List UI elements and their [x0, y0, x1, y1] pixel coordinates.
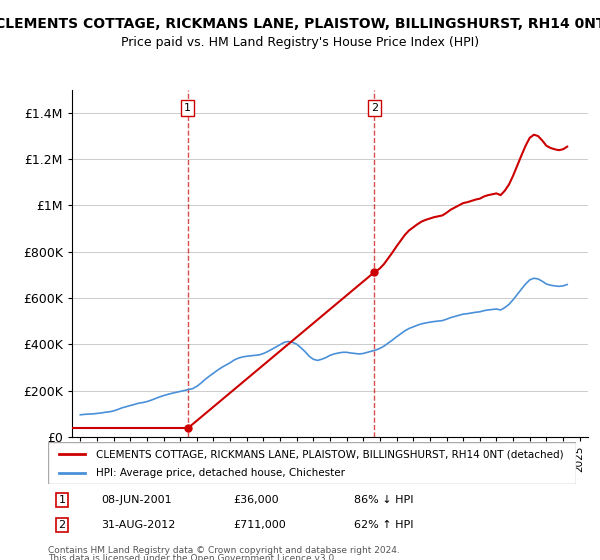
Text: Contains HM Land Registry data © Crown copyright and database right 2024.: Contains HM Land Registry data © Crown c… [48, 546, 400, 555]
Text: 2: 2 [59, 520, 65, 530]
Text: £711,000: £711,000 [233, 520, 286, 530]
Text: CLEMENTS COTTAGE, RICKMANS LANE, PLAISTOW, BILLINGSHURST, RH14 0NT: CLEMENTS COTTAGE, RICKMANS LANE, PLAISTO… [0, 17, 600, 31]
Text: Price paid vs. HM Land Registry's House Price Index (HPI): Price paid vs. HM Land Registry's House … [121, 36, 479, 49]
Text: 1: 1 [184, 103, 191, 113]
Text: 86% ↓ HPI: 86% ↓ HPI [354, 495, 414, 505]
Text: £36,000: £36,000 [233, 495, 278, 505]
Text: This data is licensed under the Open Government Licence v3.0.: This data is licensed under the Open Gov… [48, 554, 337, 560]
Text: 1: 1 [59, 495, 65, 505]
FancyBboxPatch shape [48, 442, 576, 484]
Text: HPI: Average price, detached house, Chichester: HPI: Average price, detached house, Chic… [95, 468, 344, 478]
Text: CLEMENTS COTTAGE, RICKMANS LANE, PLAISTOW, BILLINGSHURST, RH14 0NT (detached): CLEMENTS COTTAGE, RICKMANS LANE, PLAISTO… [95, 449, 563, 459]
Text: 2: 2 [371, 103, 378, 113]
Text: 62% ↑ HPI: 62% ↑ HPI [354, 520, 414, 530]
Text: 08-JUN-2001: 08-JUN-2001 [101, 495, 172, 505]
Text: 31-AUG-2012: 31-AUG-2012 [101, 520, 175, 530]
